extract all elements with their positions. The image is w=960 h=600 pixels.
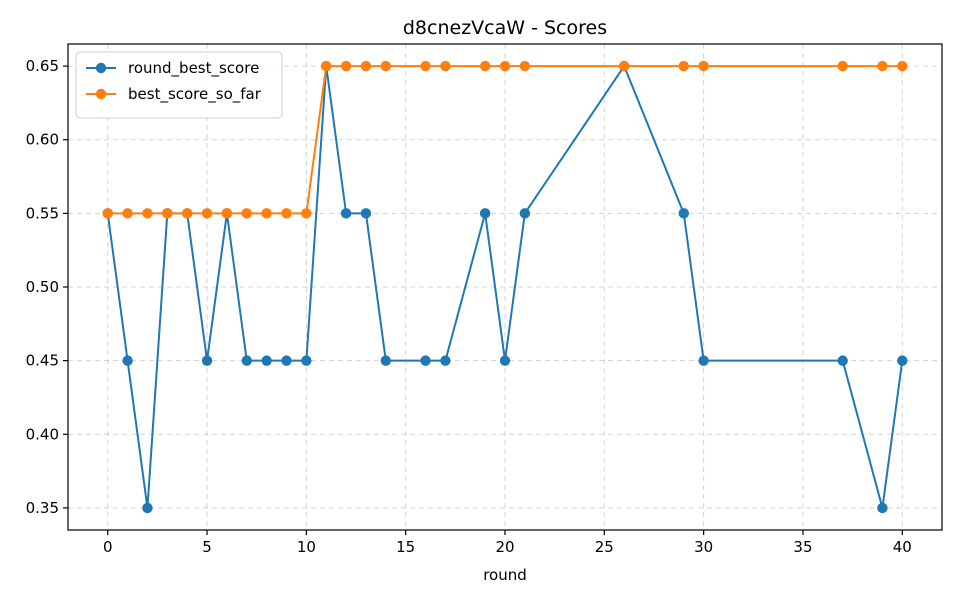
best_score_so_far-point	[102, 208, 113, 219]
round_best_score-point	[897, 355, 908, 366]
legend-swatch-marker	[95, 62, 107, 74]
best_score_so_far-point	[241, 208, 252, 219]
best_score_so_far-point	[440, 60, 451, 72]
best_score_so_far-point	[877, 60, 888, 72]
chart-title: d8cnezVcaW - Scores	[403, 17, 607, 39]
best_score_so_far-point	[420, 60, 431, 72]
legend-item: best_score_so_far	[86, 85, 262, 104]
x-tick-label: 25	[595, 538, 614, 556]
y-tick-label: 0.45	[26, 352, 59, 370]
best_score_so_far-point	[618, 60, 630, 72]
round_best_score-point	[877, 502, 888, 514]
best_score_so_far-point	[321, 60, 332, 72]
round_best_score-point	[837, 355, 848, 366]
best_score_so_far-point	[360, 60, 372, 72]
legend-box	[75, 51, 283, 119]
round_best_score-point	[380, 355, 392, 366]
best_score_so_far-point	[301, 208, 312, 219]
round_best_score-point	[698, 355, 709, 366]
y-tick-label: 0.60	[26, 131, 59, 149]
best_score_so_far-point	[340, 60, 352, 72]
y-tick-label: 0.55	[26, 204, 59, 222]
best_score_so_far-point	[837, 60, 848, 72]
x-tick-label: 5	[202, 538, 212, 556]
best_score_so_far-point	[519, 60, 531, 72]
round_best_score-point	[499, 355, 511, 366]
legend-label: best_score_so_far	[128, 85, 262, 104]
legend: round_best_score best_score_so_far	[75, 51, 283, 119]
best_score_so_far-point	[281, 208, 292, 219]
best_score_so_far-point	[380, 60, 392, 72]
best_score_so_far-point	[698, 60, 709, 72]
best_score_so_far-point	[122, 208, 133, 219]
x-tick-label: 15	[396, 538, 415, 556]
series-layer	[102, 60, 908, 514]
best_score_so_far-point	[897, 60, 908, 72]
best_score_so_far-point	[201, 208, 213, 219]
y-tick-label: 0.35	[26, 499, 59, 517]
legend-item: round_best_score	[86, 59, 259, 78]
best_score_so_far-point	[678, 60, 689, 72]
x-tick-label: 0	[103, 538, 113, 556]
legend-swatch-marker	[95, 88, 107, 100]
round_best_score-point	[519, 208, 531, 219]
round_best_score-point	[301, 355, 312, 366]
x-axis-label: round	[483, 566, 527, 584]
round_best_score-point	[360, 208, 372, 219]
best_score_so_far-series	[102, 60, 908, 219]
best_score_so_far-point	[261, 208, 272, 219]
x-tick-label: 40	[893, 538, 912, 556]
round_best_score-point	[440, 355, 451, 366]
round_best_score-point	[420, 355, 431, 366]
y-tick-label: 0.40	[26, 425, 59, 443]
legend-label: round_best_score	[128, 59, 259, 78]
round_best_score-point	[241, 355, 252, 366]
round_best_score-point	[201, 355, 213, 366]
y-tick-label: 0.65	[26, 57, 59, 75]
best_score_so_far-point	[181, 208, 193, 219]
best_score_so_far-point	[142, 208, 153, 219]
round_best_score-point	[281, 355, 292, 366]
round_best_score-point	[479, 208, 491, 219]
x-tick-label: 10	[297, 538, 316, 556]
x-tick-label: 35	[793, 538, 812, 556]
best_score_so_far-point	[221, 208, 233, 219]
axis-ticks: 0 5 10 15 20 25 30 35 40 0.35 0.40 0.45 0.50 0.55 0.60…	[26, 57, 912, 556]
round_best_score-line	[106, 65, 904, 509]
round_best_score-point	[340, 208, 352, 219]
round_best_score-point	[261, 355, 272, 366]
round_best_score-point	[122, 355, 133, 366]
x-tick-label: 30	[694, 538, 713, 556]
round_best_score-point	[678, 208, 689, 219]
round_best_score-point	[142, 502, 153, 514]
y-tick-label: 0.50	[26, 278, 59, 296]
best_score_so_far-point	[479, 60, 491, 72]
x-tick-label: 20	[495, 538, 514, 556]
best_score_so_far-point	[499, 60, 511, 72]
best_score_so_far-point	[162, 208, 173, 219]
